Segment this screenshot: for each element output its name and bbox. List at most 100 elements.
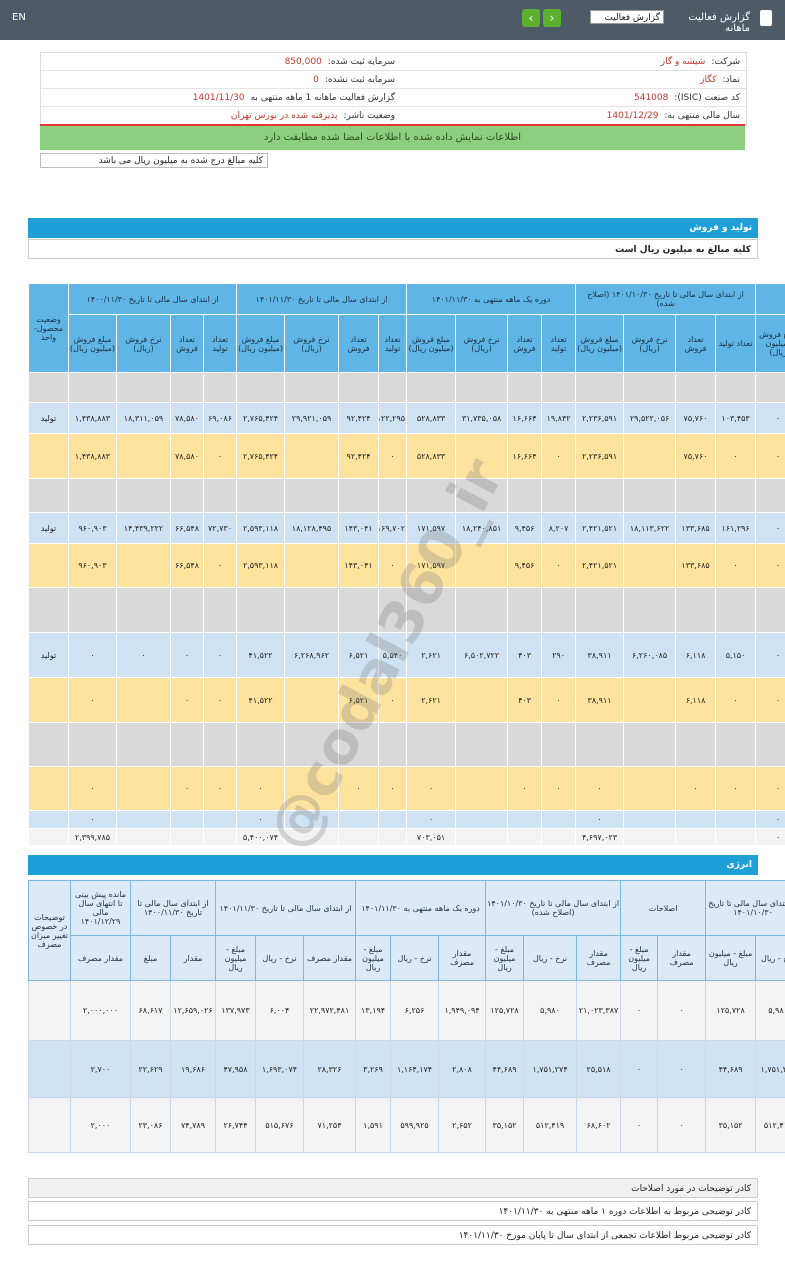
group-header: از ابتدای سال مالی تا تاریخ ۱۴۰۰/۱۱/۳۰ (130, 880, 216, 936)
table-cell: ۲,۶۵۲ (438, 1097, 487, 1153)
report-select[interactable]: گزارش فعالیت (590, 10, 664, 24)
table-cell: ۹,۴۵۶ (507, 512, 543, 544)
table-cell: ۰ (202, 543, 238, 588)
table-cell (28, 478, 69, 513)
table-cell (338, 810, 380, 829)
table-cell: ۰ (68, 766, 117, 811)
table-cell (507, 478, 543, 513)
table-cell: ۷۵,۷۶۰ (675, 402, 717, 434)
header-row: توضیحات در خصوص تغییر میزان مصرف مانده پی… (28, 880, 785, 981)
table-cell: ۰ (715, 677, 757, 723)
table-cell (507, 587, 543, 633)
table-cell: ۵۲۸,۸۳۳ (406, 402, 457, 434)
table-cell: ۱۲۵,۷۲۸ (705, 980, 757, 1041)
data-row: ۱,۴۳۸,۸۸۳ ۷۸,۵۸۰ ۰ ۲,۷۶۵,۴۲۴ ۹۲,۴۲۴ ۰ ۵۲۸,۸۳۳ ۱… (28, 433, 785, 479)
table-cell: ۷۰۳,۰۵۱ (406, 828, 457, 846)
table-cell: ۲,۳۹۹,۷۸۵ (68, 828, 117, 846)
table-cell: ۰ (68, 632, 117, 678)
table-cell: ۰ (116, 632, 171, 678)
table-cell: ۲۲,۹۷۲,۴۸۱ (302, 980, 357, 1041)
group-header: مانده پیش بینی تا انتهای سال مالی ۱۴۰۱/۱… (70, 880, 131, 936)
table-cell: ۱,۴۳۸,۸۸۳ (68, 433, 117, 479)
group-header: دوره یک ماهه منتهی به ۱۴۰۱/۱۱/۳۰ (355, 880, 487, 936)
table-cell: ۰ (620, 1040, 659, 1098)
table-cell: ۶۹,۰۸۶ (202, 402, 238, 434)
table-cell (68, 372, 117, 403)
info-row: سال مالی منتهی به: 1401/12/29 (401, 107, 746, 125)
column-header: نرخ فروش (ریال) (623, 314, 677, 373)
table-cell: ۳۸,۹۱۱ (575, 677, 625, 723)
group-header: دوره یک ماهه منتهی به ۱۴۰۱/۱۱/۳۰ (406, 283, 577, 315)
table-cell: ۵,۹۸۰ (523, 980, 578, 1041)
table-cell: ۲,۴۲۱,۵۲۱ (575, 543, 625, 588)
table-cell: ۰ (378, 766, 408, 811)
group-header: اصلاحات (620, 880, 707, 936)
table-cell (541, 722, 577, 767)
section-subtitle: کلیه مبالغ به میلیون ریال است (28, 239, 758, 259)
table-cell (455, 543, 509, 588)
table-cell (541, 828, 577, 846)
info-row: سرمایه ثبت نشده: 0 (41, 71, 401, 89)
table-cell: ۲,۷۶۵,۴۲۴ (236, 433, 286, 479)
table-cell (338, 587, 380, 633)
table-cell (338, 478, 380, 513)
language-switch[interactable]: EN (12, 12, 26, 23)
table-cell (284, 543, 340, 588)
table-cell (541, 810, 577, 829)
table-cell: ۳۵,۱۵۲ (705, 1097, 757, 1153)
table-cell: ۱۲,۶۵۹,۰۲۶ (170, 980, 216, 1041)
table-cell (406, 722, 457, 767)
table-cell: ۱,۷۵۱,۲۷۴ (523, 1040, 578, 1098)
info-row: وضعیت ناشر: پذیرفته شده در بورس تهران (41, 107, 401, 125)
table-cell (623, 828, 677, 846)
table-cell: ۱,۵۹۱ (355, 1097, 392, 1153)
table-cell (378, 478, 408, 513)
table-cell (202, 587, 238, 633)
table-cell: ۰ (541, 543, 577, 588)
table-cell: ۲,۲۳۶,۵۹۱ (575, 402, 625, 434)
table-cell (202, 810, 238, 829)
column-header: نرخ فروش (ریال) (116, 314, 171, 373)
table-cell: ۰ (541, 766, 577, 811)
column-header: مبلغ - میلیون ریال (355, 935, 392, 981)
table-cell (623, 433, 677, 479)
table-cell (623, 372, 677, 403)
table-cell (68, 587, 117, 633)
column-header: نرخ فروش (ریال) (284, 314, 340, 373)
info-value: کگاز (700, 75, 717, 85)
table-cell: ۰ (657, 1097, 707, 1153)
table-cell (507, 722, 543, 767)
table-cell (338, 828, 380, 846)
table-cell (170, 810, 204, 829)
column-header: تعداد فروش (338, 314, 380, 373)
table-cell (236, 372, 286, 403)
table-cell: ۰ (406, 810, 457, 829)
table-cell: ۶,۲۶۰,۰۸۵ (623, 632, 677, 678)
table-cell: ۴۰۳ (507, 632, 543, 678)
table-cell: ۰ (378, 677, 408, 723)
group-header: از ابتدای سال مالی تا تاریخ ۱۴۰۱/۱۰/۳۰ (… (485, 880, 622, 936)
table-cell (116, 543, 171, 588)
group-header: از ابتدای سال مالی تا تاریخ ۱۴۰۱/۱۰/۳۰ (… (575, 283, 757, 315)
data-row: ۲,۳۹۹,۷۸۵ ۵,۴۰۰,۰۷۴ ۷۰۳,۰۵۱ ۴,۶۹۷,۰۲۳ ۰ (28, 828, 785, 846)
table-cell (236, 722, 286, 767)
next-button[interactable]: › (543, 9, 561, 27)
table-cell (675, 722, 717, 767)
group-header: از ابتدای سال مالی تا تاریخ ۱۴۰۰/۱۱/۳۰ (67, 283, 238, 315)
table-cell (236, 587, 286, 633)
column-header: نرخ - ریال (390, 935, 440, 981)
data-row: ۲,۰۰۰ ۲۳,۰۸۶ ۷۴,۷۸۹ ۲۶,۷۴۴ ۵۱۵,۶۷۶ ۷۱,۲۵۴ ۱,۵۹… (28, 1097, 785, 1153)
data-row: تولید ۱,۴۳۸,۸۸۳ ۱۸,۳۱۱,۰۵۹ ۷۸,۵۸۰ ۶۹,۰۸۶ ۲,۷۶… (28, 402, 785, 434)
group-header: از ابتدای سال مالی تا تاریخ ۱۴۰۱/۱۱/۳۰ (236, 283, 408, 315)
table-cell: ۳,۲۶۹ (355, 1040, 392, 1098)
table-cell: ۶۸,۶۰۲ (576, 1097, 622, 1153)
comment-box: کادر توضیحی مربوط اطلاعات تجمعی از ابتدا… (28, 1225, 758, 1245)
header-row: مبلغ فروش (میلیون ریال) نرخ فروش (ریال) تع… (29, 314, 785, 373)
info-label: شرکت: (711, 57, 740, 67)
table-cell: ۱۳۳,۶۸۵ (675, 512, 717, 544)
table-cell (455, 828, 509, 846)
data-row (28, 587, 785, 633)
prev-button[interactable]: ‹ (522, 9, 540, 27)
table-cell: ۰ (236, 766, 286, 811)
